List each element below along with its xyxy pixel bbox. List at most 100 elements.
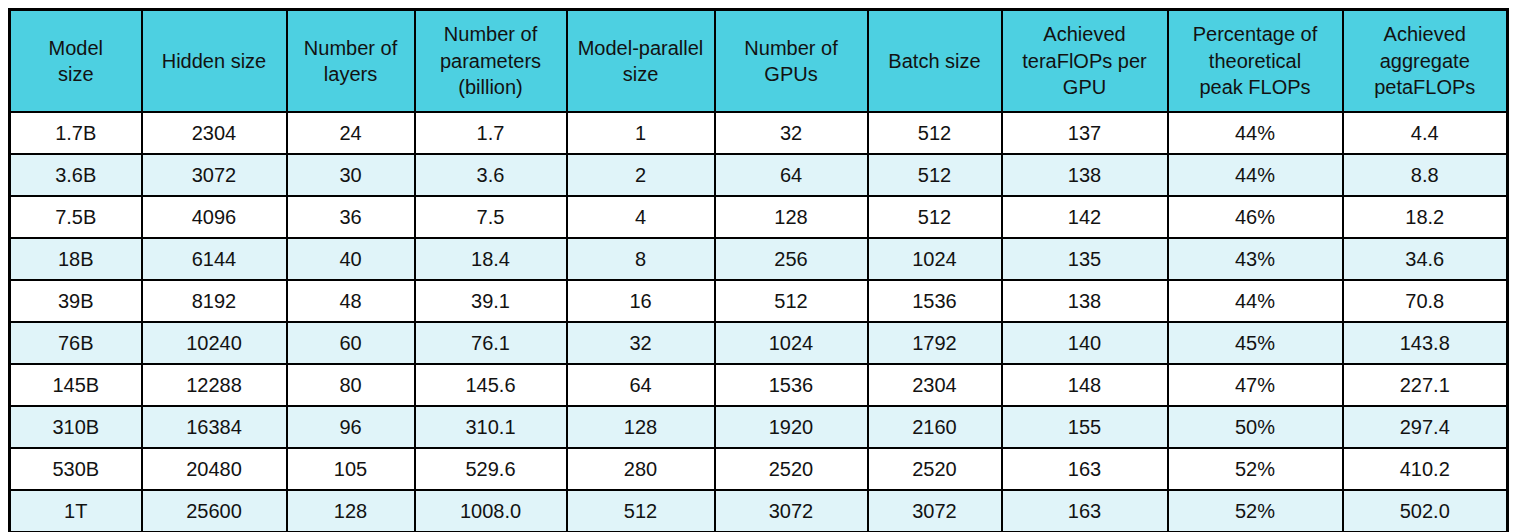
- table-cell: 280: [567, 448, 715, 490]
- table-cell: 45%: [1168, 322, 1343, 364]
- table-row: 145B1228880145.6641536230414847%227.1: [10, 364, 1508, 406]
- table-cell: 310.1: [415, 406, 567, 448]
- table-cell: 143.8: [1343, 322, 1508, 364]
- table-cell: 128: [567, 406, 715, 448]
- table-cell: 60: [287, 322, 415, 364]
- table-cell: 44%: [1168, 280, 1343, 322]
- table-cell: 8192: [142, 280, 287, 322]
- table-row: 76B102406076.1321024179214045%143.8: [10, 322, 1508, 364]
- table-cell: 3.6: [415, 154, 567, 196]
- table-cell: 148: [1002, 364, 1168, 406]
- table-cell: 1536: [715, 364, 868, 406]
- table-cell: 50%: [1168, 406, 1343, 448]
- table-cell: 1024: [715, 322, 868, 364]
- table-cell: 1536: [868, 280, 1002, 322]
- column-header: Hidden size: [142, 10, 287, 113]
- table-cell: 44%: [1168, 112, 1343, 154]
- column-header: Model size: [10, 10, 142, 113]
- table-cell: 1: [567, 112, 715, 154]
- table-cell: 128: [287, 490, 415, 532]
- table-cell: 1792: [868, 322, 1002, 364]
- table-cell: 46%: [1168, 196, 1343, 238]
- table-cell: 16384: [142, 406, 287, 448]
- table-row: 7.5B4096367.5412851214246%18.2: [10, 196, 1508, 238]
- table-cell: 44%: [1168, 154, 1343, 196]
- table-row: 3.6B3072303.626451213844%8.8: [10, 154, 1508, 196]
- table-cell: 52%: [1168, 490, 1343, 532]
- table-cell: 310B: [10, 406, 142, 448]
- table-cell: 2: [567, 154, 715, 196]
- column-header: Number of layers: [287, 10, 415, 113]
- table-cell: 512: [567, 490, 715, 532]
- table-cell: 1T: [10, 490, 142, 532]
- table-row: 530B20480105529.62802520252016352%410.2: [10, 448, 1508, 490]
- table-cell: 1920: [715, 406, 868, 448]
- column-header: Number of parameters (billion): [415, 10, 567, 113]
- table-cell: 142: [1002, 196, 1168, 238]
- model-scaling-table: Model sizeHidden sizeNumber of layersNum…: [8, 8, 1509, 532]
- table-cell: 512: [868, 154, 1002, 196]
- table-cell: 2520: [868, 448, 1002, 490]
- table-cell: 502.0: [1343, 490, 1508, 532]
- table-cell: 227.1: [1343, 364, 1508, 406]
- table-cell: 18.2: [1343, 196, 1508, 238]
- table-cell: 145.6: [415, 364, 567, 406]
- table-cell: 39B: [10, 280, 142, 322]
- table-cell: 128: [715, 196, 868, 238]
- table-cell: 137: [1002, 112, 1168, 154]
- column-header: Achieved aggregate petaFLOPs: [1343, 10, 1508, 113]
- table-cell: 155: [1002, 406, 1168, 448]
- table-cell: 25600: [142, 490, 287, 532]
- column-header: Model-parallel size: [567, 10, 715, 113]
- table-cell: 2160: [868, 406, 1002, 448]
- table-cell: 8: [567, 238, 715, 280]
- table-header: Model sizeHidden sizeNumber of layersNum…: [10, 10, 1508, 113]
- table-cell: 3072: [715, 490, 868, 532]
- table-cell: 3.6B: [10, 154, 142, 196]
- table-cell: 105: [287, 448, 415, 490]
- table-cell: 4: [567, 196, 715, 238]
- table-cell: 512: [868, 112, 1002, 154]
- table-cell: 30: [287, 154, 415, 196]
- table-row: 39B81924839.116512153613844%70.8: [10, 280, 1508, 322]
- table-row: 18B61444018.48256102413543%34.6: [10, 238, 1508, 280]
- table-cell: 18B: [10, 238, 142, 280]
- table-cell: 1024: [868, 238, 1002, 280]
- table-cell: 3072: [142, 154, 287, 196]
- table-cell: 530B: [10, 448, 142, 490]
- table-cell: 12288: [142, 364, 287, 406]
- table-cell: 16: [567, 280, 715, 322]
- table-cell: 18.4: [415, 238, 567, 280]
- table-cell: 512: [868, 196, 1002, 238]
- table-cell: 52%: [1168, 448, 1343, 490]
- table-cell: 138: [1002, 154, 1168, 196]
- table-cell: 64: [567, 364, 715, 406]
- table-cell: 39.1: [415, 280, 567, 322]
- table-row: 1.7B2304241.713251213744%4.4: [10, 112, 1508, 154]
- table-cell: 2304: [142, 112, 287, 154]
- table-cell: 76B: [10, 322, 142, 364]
- table-cell: 410.2: [1343, 448, 1508, 490]
- table-cell: 1.7B: [10, 112, 142, 154]
- table-cell: 76.1: [415, 322, 567, 364]
- table-cell: 24: [287, 112, 415, 154]
- table-cell: 4.4: [1343, 112, 1508, 154]
- table-row: 1T256001281008.05123072307216352%502.0: [10, 490, 1508, 532]
- column-header: Batch size: [868, 10, 1002, 113]
- table-cell: 529.6: [415, 448, 567, 490]
- table-body: 1.7B2304241.713251213744%4.43.6B3072303.…: [10, 112, 1508, 532]
- table-cell: 7.5: [415, 196, 567, 238]
- table-cell: 47%: [1168, 364, 1343, 406]
- table-cell: 1008.0: [415, 490, 567, 532]
- header-row: Model sizeHidden sizeNumber of layersNum…: [10, 10, 1508, 113]
- table-cell: 163: [1002, 490, 1168, 532]
- table-cell: 140: [1002, 322, 1168, 364]
- table-cell: 3072: [868, 490, 1002, 532]
- table-cell: 48: [287, 280, 415, 322]
- table-cell: 8.8: [1343, 154, 1508, 196]
- table-cell: 32: [567, 322, 715, 364]
- table-cell: 1.7: [415, 112, 567, 154]
- table-cell: 145B: [10, 364, 142, 406]
- column-header: Percentage of theoretical peak FLOPs: [1168, 10, 1343, 113]
- table-cell: 4096: [142, 196, 287, 238]
